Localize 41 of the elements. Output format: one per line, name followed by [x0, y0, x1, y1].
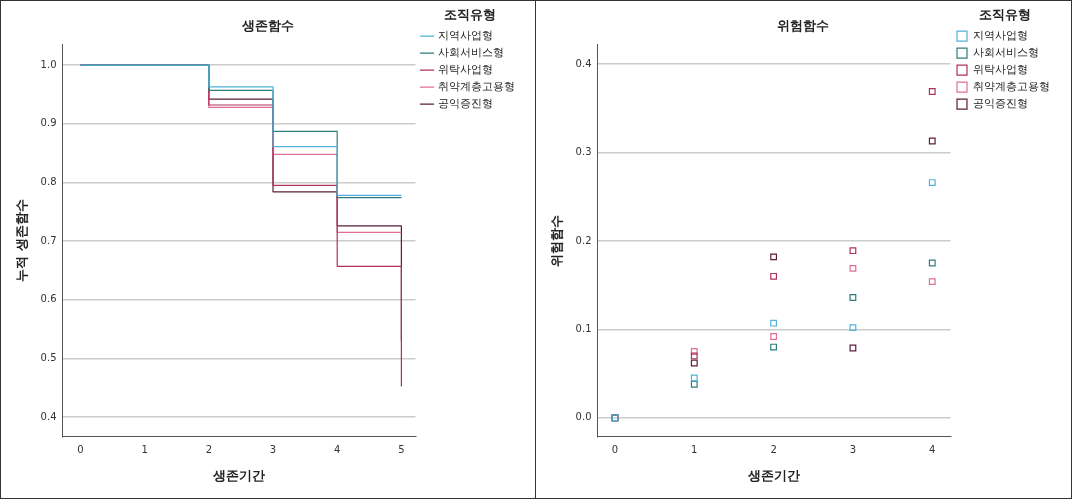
x-axis-title: 생존기간	[212, 467, 265, 483]
y-tick-label: 0.8	[40, 176, 57, 188]
legend-label: 취약계층고용형	[438, 79, 515, 93]
chart-title: 생존함수	[241, 18, 294, 34]
y-axis-title: 누적 생존함수	[14, 199, 30, 282]
x-tick-label: 3	[849, 443, 857, 455]
x-tick-label: 1	[141, 443, 148, 455]
x-tick-label: 0	[611, 443, 619, 455]
y-tick-label: 0.0	[575, 411, 592, 423]
legend-label: 취약계층고용형	[973, 79, 1050, 93]
y-tick-label: 0.4	[575, 57, 592, 69]
y-tick-label: 0.5	[40, 351, 57, 363]
x-tick-label: 2	[205, 443, 213, 455]
y-tick-label: 0.4	[40, 410, 57, 422]
x-tick-label: 5	[398, 443, 405, 455]
legend-label: 사회서비스형	[973, 45, 1039, 59]
x-tick-label: 3	[269, 443, 277, 455]
x-axis-title: 생존기간	[747, 467, 800, 483]
y-tick-label: 0.2	[575, 234, 592, 246]
x-tick-label: 2	[770, 443, 777, 455]
y-tick-label: 1.0	[40, 58, 57, 70]
legend-title: 조직유형	[444, 6, 497, 22]
y-tick-label: 0.6	[40, 293, 57, 305]
legend-label: 사회서비스형	[438, 45, 504, 59]
legend-label: 공익증진형	[438, 96, 493, 110]
y-axis-title: 위험함수	[549, 214, 565, 267]
x-tick-label: 4	[929, 443, 936, 455]
x-tick-label: 0	[77, 443, 84, 455]
x-tick-label: 1	[691, 443, 698, 455]
legend-label: 지역사업형	[973, 28, 1028, 42]
y-tick-label: 0.3	[575, 146, 592, 158]
legend-title: 조직유형	[979, 6, 1032, 22]
y-tick-label: 0.1	[575, 322, 592, 334]
legend-label: 공익증진형	[973, 96, 1028, 110]
y-tick-label: 0.9	[40, 117, 57, 129]
chart-title: 위험함수	[777, 18, 829, 34]
legend-label: 위탁사업형	[973, 62, 1028, 76]
legend-label: 지역사업형	[438, 28, 493, 42]
x-tick-label: 4	[334, 443, 341, 455]
legend-label: 위탁사업형	[438, 62, 493, 76]
y-tick-label: 0.7	[40, 234, 57, 246]
